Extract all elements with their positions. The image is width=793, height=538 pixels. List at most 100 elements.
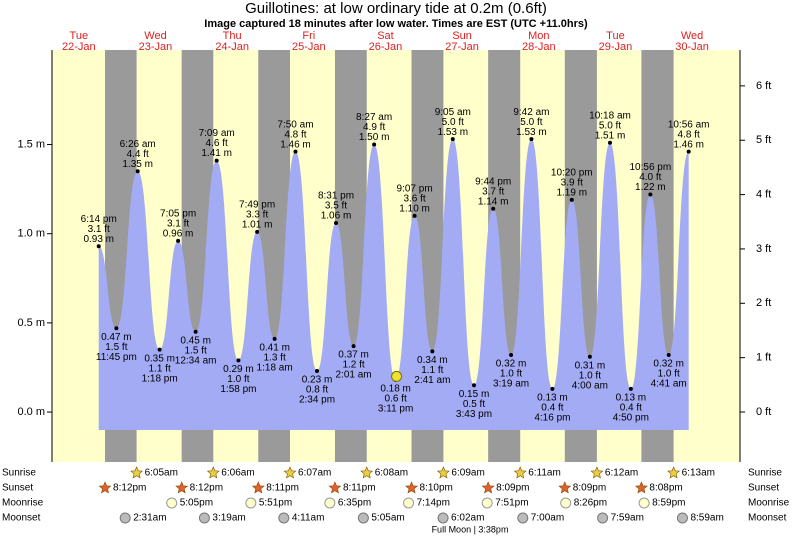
tide-label: 3.3 ft xyxy=(246,210,268,221)
tide-label: 1.53 m xyxy=(438,127,469,138)
tide-label: 1.0 ft xyxy=(227,374,249,385)
tide-label: 2:41 am xyxy=(414,375,450,386)
tide-point xyxy=(666,352,671,357)
event-time: 6:08am xyxy=(375,468,408,479)
tide-label: 1.35 m xyxy=(122,159,153,170)
day-date: 26-Jan xyxy=(369,41,403,53)
tide-label: 0.6 ft xyxy=(384,394,406,405)
day-date: 30-Jan xyxy=(675,41,709,53)
moonset-icon xyxy=(597,512,609,524)
moonset-icon xyxy=(517,512,529,524)
event-time: 2:31am xyxy=(133,513,166,524)
tide-point xyxy=(587,354,592,359)
sunrise-icon xyxy=(513,466,527,479)
now-marker xyxy=(391,370,403,382)
tide-point xyxy=(255,229,260,234)
day-date: 28-Jan xyxy=(522,41,556,53)
tide-label: 1.0 ft xyxy=(579,370,601,381)
chart-subtitle: Image captured 18 minutes after low wate… xyxy=(204,18,588,30)
tide-label: 8:31 pm xyxy=(318,191,354,202)
row-label: Moonrise xyxy=(2,498,44,509)
row-label: Moonset xyxy=(748,513,787,524)
sunrise-icon xyxy=(590,466,604,479)
tide-label: 1.50 m xyxy=(359,132,390,143)
tide-label: 1.10 m xyxy=(399,204,430,215)
tide-label: 0.4 ft xyxy=(541,403,563,414)
event-time: 5:05am xyxy=(371,513,404,524)
day-name: Mon xyxy=(528,30,549,42)
tide-point xyxy=(157,347,162,352)
tide-label: 5.0 ft xyxy=(520,117,542,128)
tide-label: 3:11 pm xyxy=(378,404,413,415)
tide-label: 0.8 ft xyxy=(306,385,328,396)
tide-point xyxy=(315,369,320,374)
tide-label: 7:50 am xyxy=(277,119,313,130)
day-name: Tue xyxy=(606,30,625,42)
day-date: 23-Jan xyxy=(139,41,173,53)
tide-label: 0.13 m xyxy=(537,393,568,404)
event-time: 6:13am xyxy=(682,468,715,479)
event-time: 8:59pm xyxy=(652,498,685,509)
tide-label: 2:34 pm xyxy=(299,395,335,406)
tide-point xyxy=(193,329,198,334)
event-time: 6:09am xyxy=(451,468,484,479)
event-time: 8:12pm xyxy=(190,483,223,494)
sunrise-icon xyxy=(360,466,374,479)
tide-label: 0.37 m xyxy=(338,350,369,361)
tide-label: 1.14 m xyxy=(478,196,509,207)
moonrise-icon xyxy=(560,497,572,509)
tide-point xyxy=(372,142,377,147)
event-time: 5:05pm xyxy=(180,498,213,509)
y-tick-label: 1.5 m xyxy=(17,138,45,150)
day-name: Wed xyxy=(144,30,166,42)
tide-label: 3.1 ft xyxy=(167,218,189,229)
event-time: 8:59am xyxy=(690,513,723,524)
tide-label: 1.46 m xyxy=(280,139,311,150)
tide-point xyxy=(491,206,496,211)
tide-point xyxy=(529,137,534,142)
sunrise-icon xyxy=(130,466,144,479)
sunrise-icon xyxy=(206,466,220,479)
row-label: Sunrise xyxy=(2,468,36,479)
tide-label: 3.5 ft xyxy=(325,201,347,212)
moonrise-icon xyxy=(245,497,257,509)
tide-point xyxy=(608,140,613,145)
tide-label: 1.01 m xyxy=(242,220,273,231)
tide-label: 1.51 m xyxy=(595,130,626,141)
event-time: 7:59am xyxy=(611,513,644,524)
moonrise-icon xyxy=(481,497,493,509)
y-tick-label: 1.0 m xyxy=(17,228,45,240)
tide-label: 0.32 m xyxy=(496,359,527,370)
sunset-icon xyxy=(251,481,265,494)
tide-label: 10:56 pm xyxy=(629,162,671,173)
tide-label: 10:20 pm xyxy=(551,167,593,178)
event-time: 8:09pm xyxy=(573,483,606,494)
sunrise-icon xyxy=(667,466,681,479)
moonset-icon xyxy=(198,512,210,524)
tide-label: 1.22 m xyxy=(635,182,666,193)
tide-label: 7:05 pm xyxy=(160,208,196,219)
tide-label: 0.93 m xyxy=(83,234,114,245)
tide-point xyxy=(550,386,555,391)
tide-label: 1.5 ft xyxy=(185,345,207,356)
tide-label: 1.0 ft xyxy=(658,369,680,380)
tide-label: 0.29 m xyxy=(223,364,254,375)
tide-label: 0.23 m xyxy=(302,375,333,386)
event-time: 8:11pm xyxy=(343,483,376,494)
tide-label: 7:09 am xyxy=(199,128,235,139)
tide-label: 0.5 ft xyxy=(463,399,485,410)
tide-point xyxy=(412,213,417,218)
event-time: 3:19am xyxy=(212,513,245,524)
event-time: 6:06am xyxy=(221,468,254,479)
chart-title: Guillotines: at low ordinary tide at 0.2… xyxy=(245,0,547,17)
tide-label: 0.45 m xyxy=(180,335,211,346)
event-time: 8:11pm xyxy=(266,483,299,494)
tide-label: 1:18 am xyxy=(257,363,293,374)
event-time: 6:35pm xyxy=(338,498,371,509)
tide-label: 2:01 am xyxy=(336,370,372,381)
row-label: Sunset xyxy=(748,483,779,494)
y2-tick-label: 1 ft xyxy=(756,352,771,364)
day-name: Sun xyxy=(452,30,472,42)
sunset-icon xyxy=(328,481,342,494)
tide-label: 1.19 m xyxy=(556,187,587,198)
